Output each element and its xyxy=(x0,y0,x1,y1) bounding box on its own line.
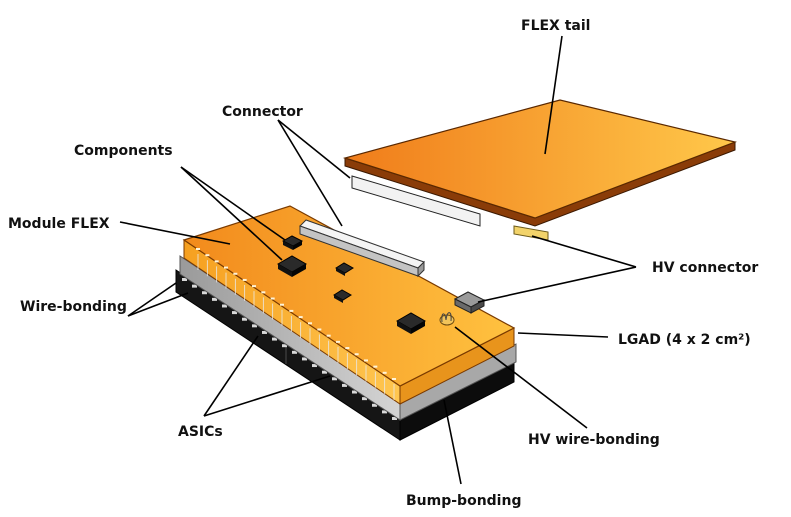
component-chip-3-side xyxy=(336,268,345,276)
label-hv-connector: HV connector xyxy=(652,260,758,276)
asic-pad xyxy=(282,344,287,348)
hv-wire-bond xyxy=(439,312,455,326)
asic-pad xyxy=(342,383,347,387)
component-chip-5-side2 xyxy=(411,321,425,334)
label-flex-tail: FLEX tail xyxy=(521,18,590,34)
label-module-flex: Module FLEX xyxy=(8,216,110,232)
asic-pad xyxy=(202,291,207,295)
label-components: Components xyxy=(74,143,173,159)
asic-pad xyxy=(292,350,297,354)
asic-bond-pads xyxy=(182,278,397,420)
leader-lgad xyxy=(517,332,609,338)
flex-bond-pad xyxy=(270,297,275,300)
flex-bond-pad xyxy=(224,266,228,269)
flex-bond-pad xyxy=(280,303,284,306)
component-chip-2-side xyxy=(278,264,292,277)
flex-bond-pad xyxy=(345,347,350,350)
asic-pad xyxy=(362,397,367,401)
asic-pad xyxy=(232,311,237,315)
asic-pad xyxy=(302,357,307,361)
leader-asics-b xyxy=(203,375,331,417)
asic-pad xyxy=(242,317,247,321)
wire-bond-pads xyxy=(196,248,396,380)
asic-pad xyxy=(192,284,197,288)
labels: FLEX tail Connector Components Module FL… xyxy=(8,18,758,509)
asic-pad xyxy=(222,304,227,308)
leader-connector-b xyxy=(277,119,343,227)
flex-tail-connector-strip xyxy=(351,175,481,227)
leader-flex-tail xyxy=(544,35,563,155)
component-chip-1-side2 xyxy=(293,241,302,250)
leader-hv-connector-b xyxy=(477,266,637,303)
flex-bond-pad xyxy=(214,260,219,263)
asic-pad xyxy=(392,417,397,420)
leader-hv-connector-a xyxy=(531,235,637,268)
asic-pad xyxy=(252,324,257,328)
leader-module-flex xyxy=(119,221,231,245)
asic-layer xyxy=(175,269,515,441)
asic-pad xyxy=(322,370,327,374)
leader-bump-bonding xyxy=(443,399,462,485)
flex-tail-top xyxy=(342,99,738,219)
component-chip-2-side2 xyxy=(292,264,306,277)
flex-bond-pad xyxy=(373,365,378,368)
leader-components-b xyxy=(180,166,283,261)
leader-asics-a xyxy=(203,335,259,417)
asic-pad xyxy=(312,364,317,368)
flex-bond-pad xyxy=(289,309,294,312)
flex-bond-pad xyxy=(354,353,359,356)
asic-pad xyxy=(272,337,277,341)
flex-bond-pad xyxy=(196,248,200,250)
flex-bond-pad xyxy=(205,254,210,257)
label-lgad: LGAD (4 x 2 cm²) xyxy=(618,332,751,348)
leader-components-a xyxy=(180,166,286,241)
flex-bond-pad xyxy=(392,378,396,380)
label-hv-wire-bonding: HV wire-bonding xyxy=(528,432,660,448)
flex-bond-pad xyxy=(317,328,322,331)
asic-pad xyxy=(352,390,357,394)
wire-bonds xyxy=(197,254,395,400)
label-wire-bonding: Wire-bonding xyxy=(20,299,127,315)
asic-pad xyxy=(182,278,187,281)
label-asics: ASICs xyxy=(178,424,223,440)
component-chip-4-side xyxy=(334,295,343,303)
label-connector: Connector xyxy=(222,104,303,120)
asic-pad xyxy=(262,330,267,334)
leader-lines xyxy=(119,35,637,485)
flex-tail-hv-pad xyxy=(513,225,549,241)
flex-bond-pad xyxy=(308,322,312,325)
asic-pad xyxy=(212,297,217,301)
leader-connector-a xyxy=(277,119,351,179)
components xyxy=(276,235,427,334)
flex-bond-pad xyxy=(252,285,256,288)
asic-pad xyxy=(372,403,377,407)
flex-bond-pad xyxy=(298,316,303,319)
flex-bond-pad xyxy=(242,278,247,281)
flex-bond-pad xyxy=(261,291,266,294)
flex-bond-pad xyxy=(233,272,238,275)
flex-bond-pad xyxy=(364,359,368,362)
module-connector xyxy=(299,219,425,278)
label-bump-bonding: Bump-bonding xyxy=(406,493,521,509)
asic-pad xyxy=(382,410,387,414)
flex-bond-pad xyxy=(382,371,387,374)
flex-bond-pad xyxy=(326,334,331,337)
flex-tail xyxy=(342,99,738,241)
module-connector-end xyxy=(417,260,425,278)
flex-bond-pad xyxy=(336,340,340,343)
leader-hv-wire-bonding xyxy=(454,326,588,429)
leader-wire-bonding-a xyxy=(127,282,177,317)
leader-wire-bonding-b xyxy=(127,292,189,317)
asic-pad xyxy=(332,377,337,381)
component-chip-1-side xyxy=(283,241,293,250)
component-chip-5-side xyxy=(397,321,411,334)
